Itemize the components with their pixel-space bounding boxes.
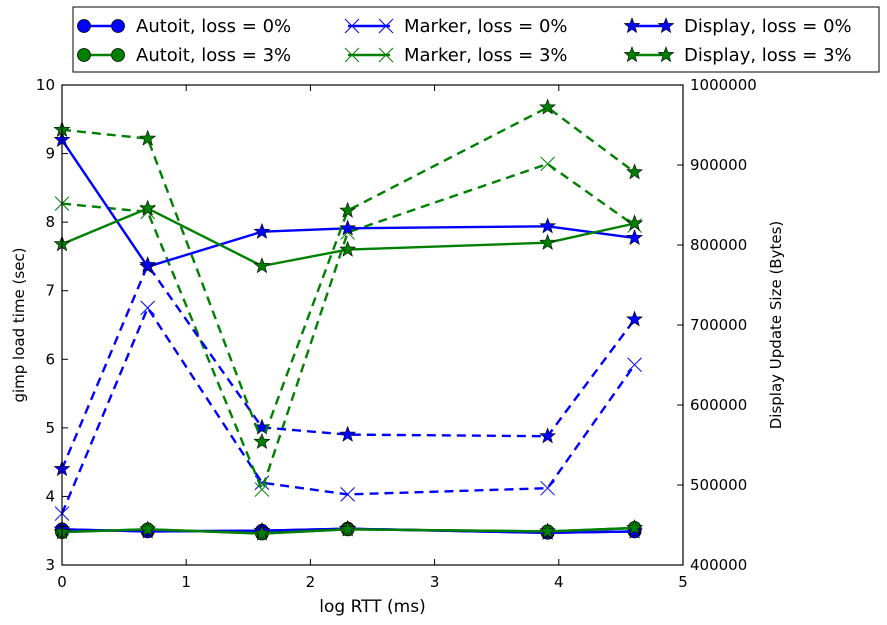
y-axis-label-left: gimp load time (sec): [10, 247, 28, 402]
data-point: [539, 427, 557, 444]
y-right-tick-label: 1000000: [690, 76, 757, 94]
data-point: [253, 432, 271, 449]
data-point: [539, 217, 557, 234]
series-8: [626, 214, 643, 231]
data-point: [339, 201, 357, 218]
y-left-tick-label: 6: [45, 350, 55, 368]
data-point: [139, 129, 157, 146]
legend-entry: Marker, loss = 0%: [344, 16, 568, 37]
y-right-tick-label: 800000: [690, 236, 747, 254]
legend-marker: [111, 19, 125, 33]
y-left-tick-label: 8: [45, 213, 55, 231]
data-point: [254, 482, 270, 497]
series-10: [53, 519, 643, 541]
legend-label: Autoit, loss = 3%: [136, 45, 291, 66]
legend-marker: [111, 48, 125, 62]
data-point: [139, 520, 157, 537]
data-point: [339, 219, 357, 236]
series-line: [60, 306, 636, 515]
data-point: [339, 520, 357, 537]
data-point: [540, 156, 555, 172]
y-right-tick-label: 900000: [690, 156, 747, 174]
y-right-tick-label: 400000: [690, 556, 747, 574]
y-right-tick-label: 700000: [690, 316, 747, 334]
y-left-tick-label: 10: [36, 76, 55, 94]
legend-label: Marker, loss = 0%: [404, 16, 568, 37]
legend-marker: [77, 48, 91, 62]
series-5: [53, 199, 643, 274]
series-line: [60, 263, 636, 470]
data-point: [140, 300, 156, 316]
y-axis-label-right: Display Update Size (Bytes): [767, 221, 785, 430]
data-point: [626, 519, 643, 536]
data-point: [139, 256, 157, 273]
legend-marker: [77, 19, 91, 33]
y-left-tick-label: 5: [45, 419, 55, 437]
legend-label: Autoit, loss = 0%: [136, 16, 291, 37]
y-left-tick-label: 4: [45, 487, 55, 505]
legend-entry: Display, loss = 3%: [623, 45, 852, 66]
data-point: [339, 425, 357, 442]
data-point: [540, 480, 555, 496]
data-point: [539, 98, 557, 115]
data-point: [539, 522, 557, 539]
x-tick-label: 0: [57, 573, 67, 591]
legend-marker: [344, 18, 360, 34]
legend-entry: Autoit, loss = 3%: [77, 45, 291, 66]
series-line: [61, 139, 635, 268]
series-6: [53, 256, 643, 477]
legend-marker: [378, 18, 394, 34]
x-tick-label: 5: [678, 573, 688, 591]
legend-marker: [623, 17, 641, 34]
series-line: [61, 106, 636, 443]
legend-label: Display, loss = 0%: [684, 16, 852, 37]
legend-marker: [378, 47, 394, 63]
legend-entry: Display, loss = 0%: [623, 16, 852, 37]
legend: Autoit, loss = 0% Autoit, loss = 3% Marker…: [72, 6, 880, 73]
data-point: [339, 240, 357, 257]
data-point: [627, 357, 642, 373]
series-line: [61, 162, 636, 491]
data-point: [340, 487, 356, 502]
data-point: [539, 233, 557, 250]
series-2: [54, 300, 642, 521]
data-point: [626, 214, 643, 231]
data-point: [626, 229, 643, 246]
x-axis-label: log RTT (ms): [319, 597, 425, 617]
series-line: [61, 526, 635, 535]
legend-marker: [657, 17, 675, 34]
series-layer: [53, 98, 643, 541]
data-point: [139, 199, 157, 216]
legend-entry: Autoit, loss = 0%: [77, 16, 291, 37]
y-right-tick-label: 600000: [690, 396, 747, 414]
legend-box: [72, 6, 880, 73]
legend-marker: [344, 47, 360, 63]
y-left-tick-label: 9: [45, 145, 55, 163]
data-point: [253, 524, 271, 541]
x-tick-label: 2: [306, 573, 316, 591]
y-right-tick-label: 500000: [690, 476, 747, 494]
legend-entry: Marker, loss = 3%: [344, 45, 568, 66]
legend-label: Marker, loss = 3%: [404, 45, 568, 66]
data-point: [253, 222, 271, 239]
legend-marker: [623, 46, 641, 63]
series-line: [61, 207, 635, 268]
axes-layer: 0 1 2 3 4 5 3 4 5 6 7 8 9 10 400000 500000 600000 700000 8…: [10, 76, 785, 617]
data-point: [253, 257, 271, 274]
x-tick-label: 3: [430, 573, 440, 591]
x-tick-label: 4: [554, 573, 564, 591]
series-line: [61, 527, 635, 534]
y-left-tick-label: 7: [45, 282, 55, 300]
data-point: [626, 163, 643, 180]
data-point: [626, 310, 643, 327]
x-tick-label: 1: [181, 573, 191, 591]
y-left-tick-label: 3: [45, 556, 55, 574]
legend-marker: [657, 46, 675, 63]
legend-label: Display, loss = 3%: [684, 45, 852, 66]
